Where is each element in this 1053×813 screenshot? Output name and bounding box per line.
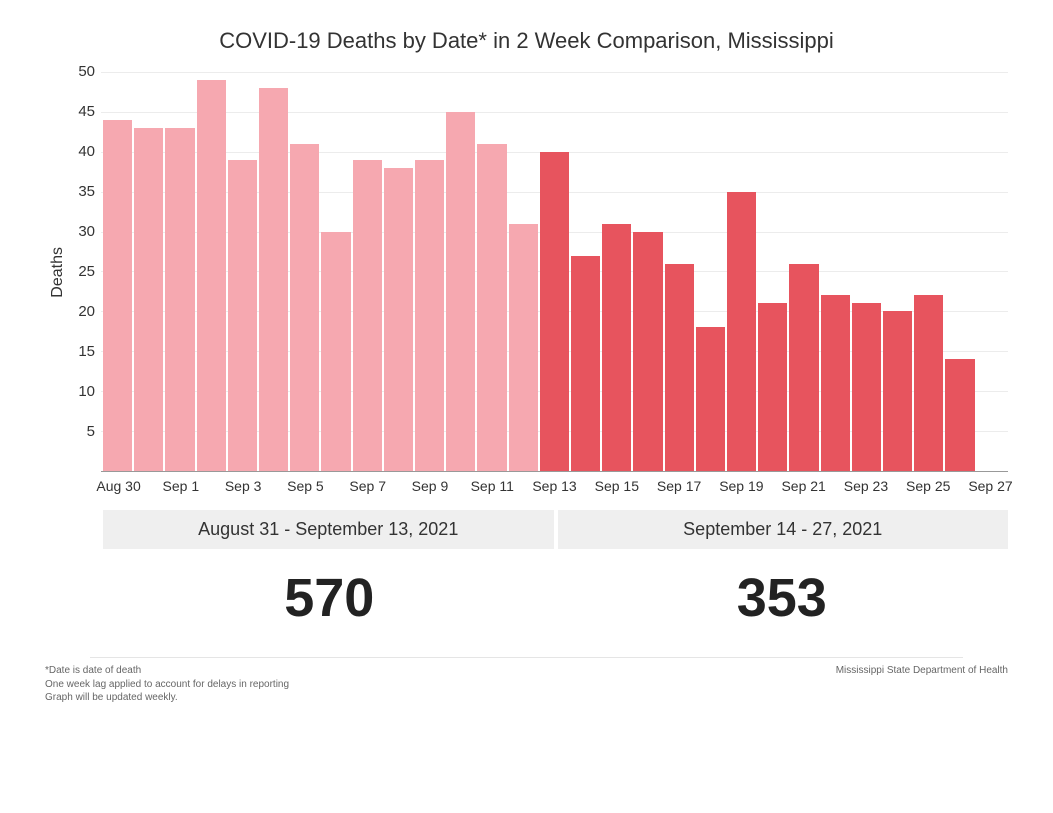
period2-total: 353 — [556, 567, 1009, 629]
x-tick: Sep 27 — [975, 472, 1006, 502]
bar — [477, 144, 506, 471]
period1-label: August 31 - September 13, 2021 — [103, 510, 554, 549]
bar — [353, 160, 382, 471]
bar — [540, 152, 569, 471]
bar — [415, 160, 444, 471]
footer: *Date is date of deathOne week lag appli… — [45, 664, 1008, 705]
x-tick: Sep 11 — [477, 472, 508, 502]
bar — [696, 327, 725, 471]
x-tick: Sep 1 — [165, 472, 196, 502]
x-tick: Sep 15 — [601, 472, 632, 502]
source-attribution: Mississippi State Department of Health — [836, 664, 1008, 678]
bar — [883, 311, 912, 471]
bar — [228, 160, 257, 471]
x-tick — [321, 472, 352, 502]
chart-container: COVID-19 Deaths by Date* in 2 Week Compa… — [0, 0, 1053, 813]
x-tick — [134, 472, 165, 502]
footnotes: *Date is date of deathOne week lag appli… — [45, 664, 289, 705]
x-tick: Sep 7 — [352, 472, 383, 502]
x-tick: Sep 17 — [664, 472, 695, 502]
x-tick — [383, 472, 414, 502]
y-axis-label: Deaths — [45, 247, 67, 298]
period-labels: August 31 - September 13, 2021 September… — [45, 510, 1008, 549]
x-tick: Aug 30 — [103, 472, 134, 502]
bar — [321, 232, 350, 471]
bar — [758, 303, 787, 471]
bar — [602, 224, 631, 471]
x-tick: Sep 19 — [726, 472, 757, 502]
bar — [197, 80, 226, 471]
bar — [446, 112, 475, 471]
bar — [633, 232, 662, 471]
bar — [914, 295, 943, 471]
bar — [852, 303, 881, 471]
bar — [134, 128, 163, 471]
bar — [259, 88, 288, 471]
x-tick: Sep 3 — [228, 472, 259, 502]
period2-label: September 14 - 27, 2021 — [558, 510, 1009, 549]
bar — [384, 168, 413, 471]
period-totals: 570 353 — [45, 567, 1008, 629]
plot-area: Aug 30 Sep 1 Sep 3 Sep 5 Sep 7 Sep 9 Sep 11 Sep… — [101, 72, 1008, 502]
footnote-line: One week lag applied to account for dela… — [45, 678, 289, 692]
bar — [821, 295, 850, 471]
x-axis: Aug 30 Sep 1 Sep 3 Sep 5 Sep 7 Sep 9 Sep 11 Sep… — [101, 472, 1008, 502]
x-tick: Sep 23 — [850, 472, 881, 502]
bar — [290, 144, 319, 471]
y-axis: 5045403530252015105 — [67, 72, 101, 472]
period1-total: 570 — [103, 567, 556, 629]
plot — [101, 72, 1008, 472]
footnote-line: Graph will be updated weekly. — [45, 691, 289, 705]
x-tick — [196, 472, 227, 502]
bar — [165, 128, 194, 471]
bar — [727, 192, 756, 471]
bar — [509, 224, 538, 471]
footer-divider — [90, 657, 963, 658]
bar — [789, 264, 818, 471]
x-tick — [259, 472, 290, 502]
bars — [101, 72, 1008, 471]
bar — [945, 359, 974, 471]
chart-title: COVID-19 Deaths by Date* in 2 Week Compa… — [45, 28, 1008, 54]
x-tick: Sep 5 — [290, 472, 321, 502]
x-tick: Sep 9 — [414, 472, 445, 502]
footnote-line: *Date is date of death — [45, 664, 289, 678]
x-tick: Sep 13 — [539, 472, 570, 502]
x-tick: Sep 21 — [788, 472, 819, 502]
chart-area: Deaths 5045403530252015105 Aug 30 Sep 1 Se… — [45, 72, 1008, 502]
bar — [103, 120, 132, 471]
x-tick: Sep 25 — [913, 472, 944, 502]
bar — [665, 264, 694, 471]
bar — [571, 256, 600, 471]
